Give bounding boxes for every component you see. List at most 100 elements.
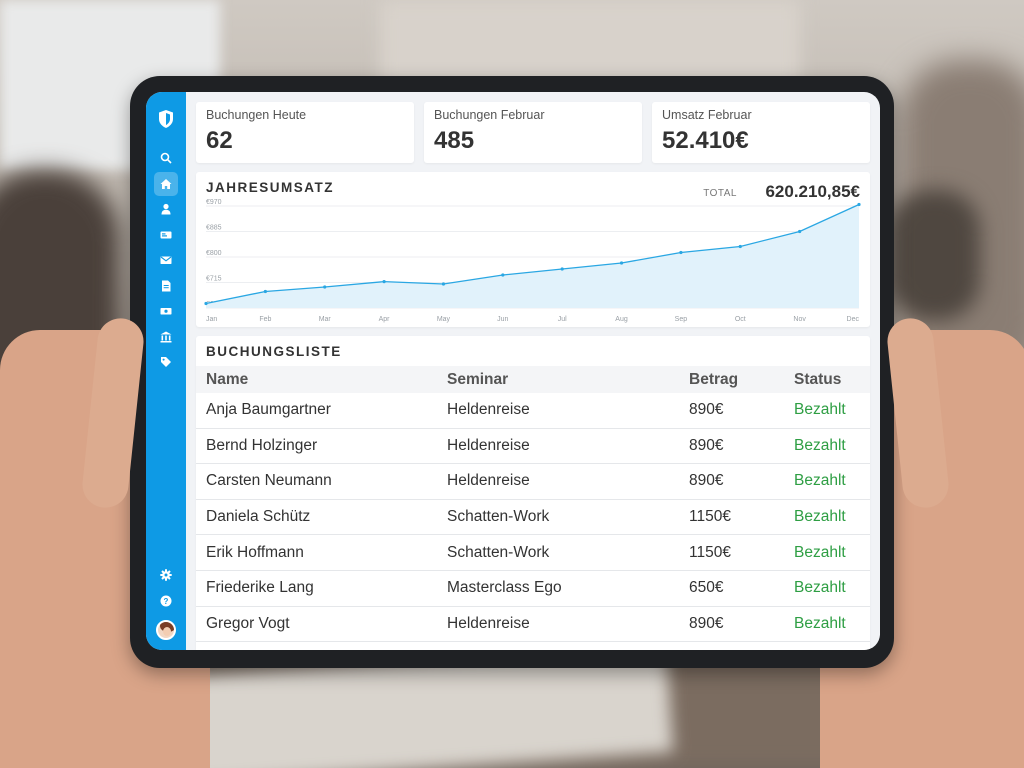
search-icon[interactable] — [154, 146, 178, 170]
column-header-status[interactable]: Status — [794, 370, 842, 388]
kpi-card-bookings-today: Buchungen Heute 62 — [196, 102, 414, 163]
tablet-screen: ? Buchungen Heute 62 Buchungen Februar 4… — [146, 92, 880, 650]
table-row[interactable]: Erik Hoffmann Schatten-Work 1150€ Bezahl… — [196, 535, 870, 571]
column-header-name[interactable]: Name — [206, 370, 249, 388]
tag-icon[interactable] — [154, 350, 178, 374]
table-row[interactable]: Daniela Schütz Schatten-Work 1150€ Bezah… — [196, 500, 870, 536]
help-icon[interactable]: ? — [154, 589, 178, 613]
cell-name: Erik Hoffmann — [206, 543, 304, 561]
home-icon[interactable] — [154, 171, 178, 196]
cell-name: Bernd Holzinger — [206, 436, 318, 454]
column-header-seminar[interactable]: Seminar — [447, 370, 509, 388]
cell-seminar: Heldenreise — [447, 614, 530, 632]
table-header: Name Seminar Betrag Status — [196, 366, 870, 393]
data-point — [738, 244, 742, 249]
x-tick-label: Dec — [847, 316, 860, 323]
kpi-value: 485 — [434, 127, 475, 154]
avatar[interactable] — [156, 620, 176, 640]
cell-name: Daniela Schütz — [206, 508, 311, 526]
status-badge: Bezahlt — [794, 508, 846, 526]
cell-seminar: Masterclass Ego — [447, 579, 562, 597]
payment-icon[interactable] — [154, 299, 178, 323]
x-tick-label: Mar — [319, 316, 332, 323]
kpi-row: Buchungen Heute 62 Buchungen Februar 485… — [196, 102, 870, 163]
cell-seminar: Heldenreise — [447, 436, 530, 454]
data-point — [857, 202, 861, 207]
x-tick-label: Jun — [497, 316, 508, 323]
y-tick-label: €970 — [206, 199, 222, 206]
table-row[interactable]: Bernd Holzinger Heldenreise 890€ Bezahlt — [196, 429, 870, 465]
cell-name: Friederike Lang — [206, 579, 314, 597]
main-content: Buchungen Heute 62 Buchungen Februar 485… — [186, 92, 880, 650]
x-tick-label: Aug — [615, 316, 628, 323]
kpi-label: Umsatz Februar — [662, 108, 752, 122]
revenue-chart-card: €970€885€800€715€630JanFebMarAprMayJunJu… — [196, 172, 870, 327]
cell-betrag: 890€ — [689, 472, 724, 490]
kpi-label: Buchungen Februar — [434, 108, 545, 122]
booking-list-card: BUCHUNGSLISTE Name Seminar Betrag Status… — [196, 336, 870, 650]
status-badge: Bezahlt — [794, 401, 846, 419]
booking-list-title: BUCHUNGSLISTE — [206, 344, 342, 359]
total-value: 620.210,85€ — [765, 182, 860, 201]
sidebar: ? — [146, 92, 186, 650]
series-line — [205, 203, 860, 305]
x-tick-label: Feb — [259, 316, 271, 323]
cell-betrag: 890€ — [689, 614, 724, 632]
table-row[interactable]: Carsten Neumann Heldenreise 890€ Bezahlt — [196, 464, 870, 500]
kpi-card-bookings-february: Buchungen Februar 485 — [424, 102, 642, 163]
cell-betrag: 1150€ — [689, 543, 731, 561]
cell-betrag: 890€ — [689, 401, 724, 419]
ticket-icon[interactable] — [154, 223, 178, 247]
data-point — [204, 301, 208, 306]
x-tick-label: Nov — [793, 316, 806, 323]
data-point — [263, 289, 267, 294]
table-row[interactable]: Friederike Lang Masterclass Ego 650€ Bez… — [196, 571, 870, 607]
x-tick-label: Sep — [675, 316, 688, 323]
y-tick-label: €715 — [206, 276, 222, 283]
x-tick-label: May — [437, 316, 451, 323]
mail-icon[interactable] — [154, 248, 178, 272]
data-point — [619, 261, 624, 265]
status-badge: Bezahlt — [794, 436, 846, 454]
x-tick-label: Jul — [558, 316, 567, 323]
status-badge: Bezahlt — [794, 472, 846, 490]
area-fill — [206, 204, 859, 308]
bank-icon[interactable] — [154, 325, 178, 349]
y-tick-label: €885 — [206, 225, 222, 232]
cell-name: Carsten Neumann — [206, 472, 332, 490]
cell-name: Gregor Vogt — [206, 614, 290, 632]
column-header-betrag[interactable]: Betrag — [689, 370, 739, 388]
invoice-icon[interactable] — [154, 274, 178, 298]
shield-logo-icon — [159, 110, 173, 128]
svg-text:?: ? — [164, 597, 169, 606]
kpi-card-revenue-february: Umsatz Februar 52.410€ — [652, 102, 870, 163]
cell-seminar: Heldenreise — [447, 401, 530, 419]
data-point — [560, 267, 564, 271]
cell-betrag: 650€ — [689, 579, 724, 597]
status-badge: Bezahlt — [794, 614, 846, 632]
table-row[interactable]: Anja Baumgartner Heldenreise 890€ Bezahl… — [196, 393, 870, 429]
revenue-chart: €970€885€800€715€630JanFebMarAprMayJunJu… — [204, 199, 861, 323]
total-label: TOTAL — [703, 188, 737, 199]
cell-name: Anja Baumgartner — [206, 401, 331, 419]
status-badge: Bezahlt — [794, 543, 846, 561]
kpi-label: Buchungen Heute — [206, 108, 307, 122]
data-point — [441, 282, 446, 286]
data-point — [501, 273, 505, 277]
gear-icon[interactable] — [154, 563, 178, 587]
chart-title: JAHRESUMSATZ — [206, 180, 335, 195]
cell-seminar: Heldenreise — [447, 472, 530, 490]
kpi-value: 52.410€ — [662, 127, 749, 154]
y-tick-label: €800 — [206, 250, 222, 257]
table-row[interactable]: Gregor Vogt Heldenreise 890€ Bezahlt — [196, 607, 870, 643]
x-tick-label: Apr — [379, 316, 391, 323]
table-body: Anja Baumgartner Heldenreise 890€ Bezahl… — [196, 393, 870, 643]
cell-seminar: Schatten-Work — [447, 508, 550, 526]
cell-betrag: 1150€ — [689, 508, 731, 526]
status-badge: Bezahlt — [794, 579, 846, 597]
kpi-value: 62 — [206, 127, 233, 154]
user-icon[interactable] — [154, 197, 178, 221]
data-point — [679, 250, 683, 255]
cell-betrag: 890€ — [689, 436, 724, 454]
data-point — [798, 229, 802, 234]
